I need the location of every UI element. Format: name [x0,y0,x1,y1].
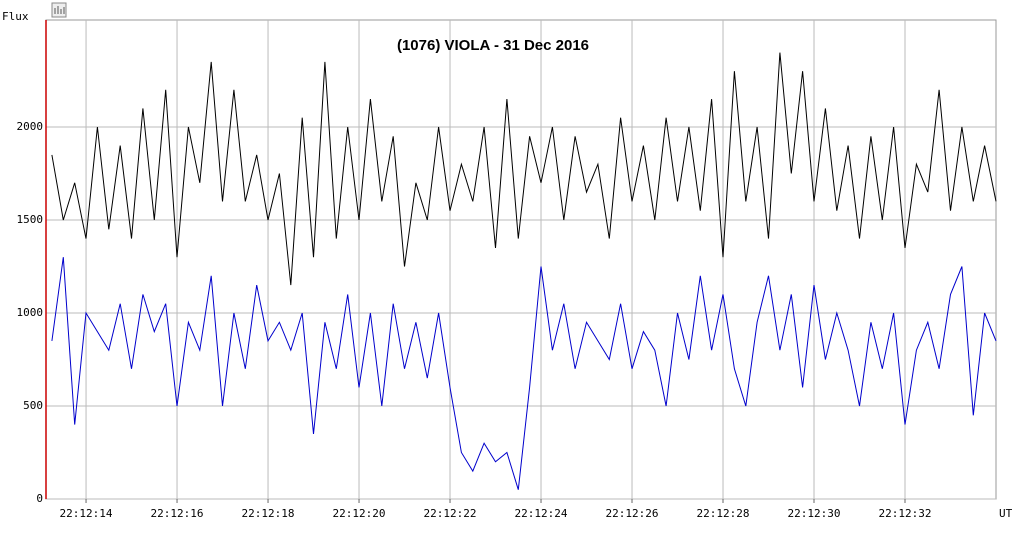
x-tick-label: 22:12:22 [424,507,477,520]
series-line [51,257,997,490]
grid [46,20,996,500]
x-tick-label: 22:12:32 [879,507,932,520]
y-tick-label: 500 [23,399,43,412]
icon-glyph [54,6,65,14]
y-tick-label: 0 [36,492,43,505]
x-tick-label: 22:12:20 [333,507,386,520]
x-axis-label: UT [999,507,1013,520]
chart-title: (1076) VIOLA - 31 Dec 2016 [397,37,589,54]
x-tick-label: 22:12:14 [60,507,113,520]
x-tick-label: 22:12:26 [606,507,659,520]
y-tick-label: 2000 [17,120,44,133]
x-tick-label: 22:12:30 [788,507,841,520]
plot-area [45,19,997,500]
y-tick-label: 1500 [17,213,44,226]
y-axis-label: Flux [2,10,29,23]
x-tick-label: 22:12:16 [151,507,204,520]
series-line [51,52,997,286]
x-tick-label: 22:12:18 [242,507,295,520]
x-tick-label: 22:12:24 [515,507,568,520]
y-tick-label: 1000 [17,306,44,319]
lines [51,52,997,490]
x-tick-label: 22:12:28 [697,507,750,520]
